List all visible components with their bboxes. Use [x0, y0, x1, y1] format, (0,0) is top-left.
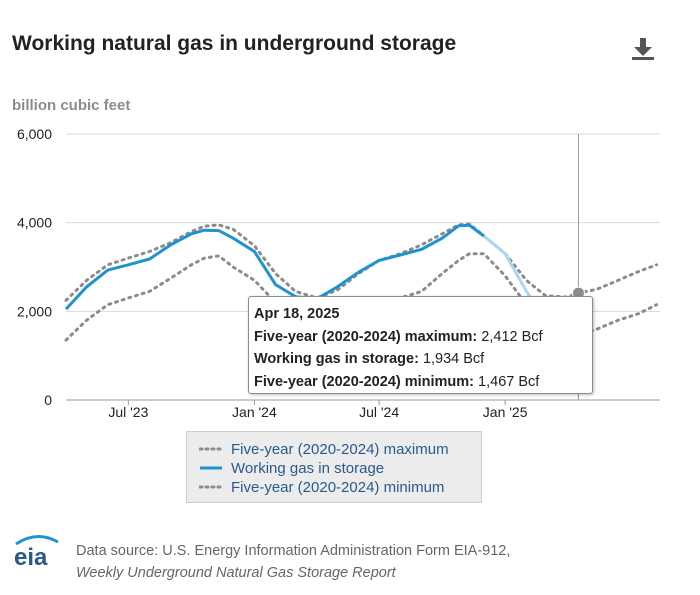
- y-tick-label: 4,000: [17, 215, 52, 231]
- solid-line-icon: [200, 466, 222, 470]
- x-tick-label: Jul '24: [359, 404, 399, 420]
- y-tick-label: 6,000: [17, 126, 52, 142]
- data-source: Data source: U.S. Energy Information Adm…: [76, 543, 511, 581]
- series-storage-line: [64, 223, 485, 311]
- tooltip-row-min: Five-year (2020-2024) minimum: 1,467 Bcf: [254, 373, 540, 390]
- dotted-line-icon: [199, 447, 223, 451]
- tooltip-date: Apr 18, 2025: [254, 306, 340, 322]
- tooltip-row-max: Five-year (2020-2024) maximum: 2,412 Bcf: [254, 328, 543, 345]
- x-tick-label: Jan '24: [232, 404, 277, 420]
- eia-logo: eia: [14, 535, 59, 568]
- legend: Five-year (2020-2024) maximum Working ga…: [186, 431, 482, 503]
- y-tick-label: 0: [44, 392, 52, 408]
- unit-label: billion cubic feet: [12, 97, 131, 114]
- x-tick-label: Jul '23: [108, 404, 148, 420]
- tooltip-row-storage: Working gas in storage: 1,934 Bcf: [254, 351, 485, 367]
- y-axis: 0 2,000 4,000 6,000: [17, 126, 52, 408]
- svg-text:eia: eia: [14, 544, 48, 568]
- x-tick-label: Jan '25: [483, 404, 528, 420]
- y-tick-label: 2,000: [17, 303, 52, 319]
- dotted-line-icon: [199, 485, 223, 489]
- tooltip: Apr 18, 2025 Five-year (2020-2024) maxim…: [248, 296, 593, 394]
- chart-title: Working natural gas in underground stora…: [12, 32, 457, 55]
- download-icon[interactable]: [630, 36, 656, 62]
- x-axis: Jul '23 Jan '24 Jul '24 Jan '25: [108, 400, 528, 420]
- legend-item-storage[interactable]: Working gas in storage: [199, 457, 384, 479]
- legend-item-minimum[interactable]: Five-year (2020-2024) minimum: [199, 476, 444, 498]
- legend-item-maximum[interactable]: Five-year (2020-2024) maximum: [199, 438, 449, 460]
